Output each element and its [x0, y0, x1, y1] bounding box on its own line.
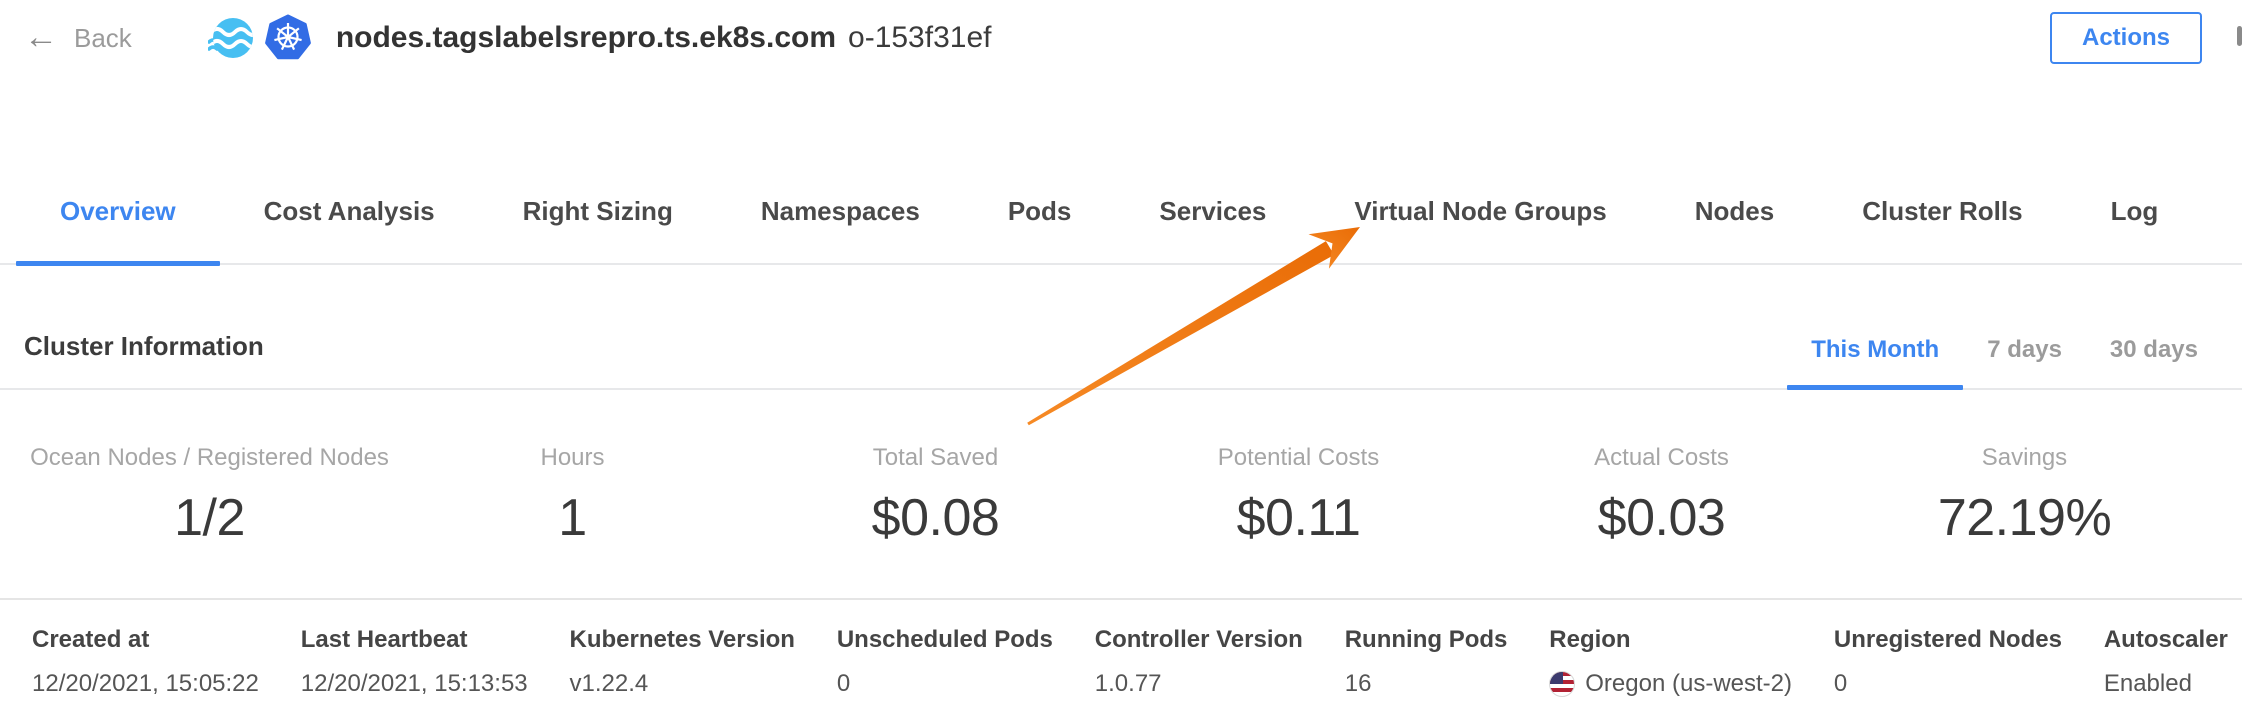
tab-overview[interactable]: Overview	[16, 176, 220, 266]
detail-last-heartbeat: Last Heartbeat 12/20/2021, 15:13:53	[301, 626, 528, 698]
detail-label: Unscheduled Pods	[836, 626, 1053, 653]
detail-value: 16	[1344, 670, 1372, 697]
detail-value: v1.22.4	[569, 670, 649, 697]
stat-value: $0.08	[871, 489, 1000, 547]
time-range-7-days[interactable]: 7 days	[1987, 336, 2062, 363]
stat-value: 1	[558, 489, 587, 547]
cluster-id: o-153f31ef	[848, 21, 992, 54]
detail-value: Enabled	[2103, 670, 2192, 697]
tab-pods[interactable]: Pods	[1007, 196, 1072, 226]
stat-potential-costs: Potential Costs $0.11	[1117, 444, 1480, 548]
stat-value: 72.19%	[1937, 489, 2112, 547]
stat-total-saved: Total Saved $0.08	[754, 444, 1117, 548]
actions-button[interactable]: Actions	[2049, 12, 2202, 64]
stat-savings: Savings 72.19%	[1843, 444, 2206, 548]
us-flag-icon	[1549, 671, 1576, 697]
stat-hours: Hours 1	[391, 444, 754, 548]
detail-label: Running Pods	[1344, 626, 1508, 653]
back-label: Back	[74, 22, 132, 53]
stat-label: Hours	[540, 444, 605, 471]
detail-label: Created at	[32, 626, 150, 653]
detail-kubernetes-version: Kubernetes Version v1.22.4	[570, 626, 795, 698]
stat-value: $0.11	[1236, 489, 1361, 547]
time-range-this-month[interactable]: This Month	[1787, 336, 1964, 390]
page-title: nodes.tagslabelsrepro.ts.ek8s.com o-153f3…	[336, 21, 992, 55]
cluster-name: nodes.tagslabelsrepro.ts.ek8s.com	[335, 21, 837, 54]
tab-cluster-rolls[interactable]: Cluster Rolls	[1862, 196, 2023, 226]
detail-label: Region	[1549, 626, 1631, 653]
cluster-details-row: Created at 12/20/2021, 15:05:22 Last Hea…	[0, 600, 2242, 698]
stat-value: $0.03	[1597, 489, 1726, 547]
detail-unregistered-nodes: Unregistered Nodes 0	[1834, 626, 2062, 698]
detail-created-at: Created at 12/20/2021, 15:05:22	[32, 626, 259, 698]
detail-controller-version: Controller Version 1.0.77	[1095, 626, 1303, 698]
stat-ocean-registered-nodes: Ocean Nodes / Registered Nodes 1/2	[28, 444, 391, 548]
stat-value: 1/2	[174, 489, 245, 547]
detail-value: 0	[836, 670, 851, 697]
ocean-waves-icon	[207, 15, 254, 61]
detail-value: 12/20/2021, 15:13:53	[300, 670, 528, 697]
tab-cost-analysis[interactable]: Cost Analysis	[263, 196, 435, 226]
detail-label: Autoscaler	[2103, 626, 2228, 653]
section-title: Cluster Information	[24, 331, 264, 361]
time-range-30-days[interactable]: 30 days	[2109, 336, 2198, 363]
tab-virtual-node-groups[interactable]: Virtual Node Groups	[1354, 196, 1607, 226]
cluster-stats-section: Ocean Nodes / Registered Nodes 1/2 Hours…	[0, 390, 2242, 600]
detail-value: 1.0.77	[1094, 670, 1162, 697]
detail-region: Region Oregon (us-west-2)	[1549, 626, 1792, 698]
stat-label: Potential Costs	[1217, 444, 1380, 471]
tab-right-sizing[interactable]: Right Sizing	[522, 196, 673, 226]
detail-label: Controller Version	[1094, 626, 1303, 653]
tab-nodes[interactable]: Nodes	[1694, 196, 1775, 226]
detail-value: 12/20/2021, 15:05:22	[32, 670, 259, 697]
detail-value: Oregon (us-west-2)	[1549, 670, 1792, 698]
scrollbar-thumb[interactable]	[2237, 26, 2242, 46]
time-range-tabs: This Month 7 days 30 days	[1787, 336, 2222, 390]
tab-services[interactable]: Services	[1159, 196, 1267, 226]
detail-autoscaler: Autoscaler Enabled	[2104, 626, 2228, 698]
stat-label: Total Saved	[872, 444, 999, 471]
cluster-title-group: nodes.tagslabelsrepro.ts.ek8s.com o-153f3…	[207, 14, 992, 62]
stat-label: Actual Costs	[1594, 444, 1729, 471]
stat-label: Savings	[1981, 444, 2068, 471]
left-arrow-icon: ←	[24, 17, 58, 56]
detail-label: Unregistered Nodes	[1833, 626, 2062, 653]
stats-row: Ocean Nodes / Registered Nodes 1/2 Hours…	[0, 390, 2242, 548]
detail-value: 0	[1833, 670, 1848, 697]
header-bar: ← Back	[0, 0, 2242, 76]
cluster-tab-bar: Overview Cost Analysis Right Sizing Name…	[0, 176, 2242, 266]
detail-label: Kubernetes Version	[569, 626, 795, 653]
stat-label: Ocean Nodes / Registered Nodes	[30, 444, 389, 471]
tab-log[interactable]: Log	[2110, 196, 2159, 226]
tab-namespaces[interactable]: Namespaces	[760, 196, 920, 226]
stat-actual-costs: Actual Costs $0.03	[1480, 444, 1843, 548]
detail-label: Last Heartbeat	[300, 626, 468, 653]
region-value: Oregon (us-west-2)	[1585, 670, 1792, 697]
kubernetes-helm-icon	[264, 14, 312, 62]
detail-unscheduled-pods: Unscheduled Pods 0	[837, 626, 1053, 698]
detail-running-pods: Running Pods 16	[1345, 626, 1508, 698]
cluster-information-header: Cluster Information This Month 7 days 30…	[0, 331, 2242, 390]
back-button[interactable]: ← Back	[24, 17, 132, 56]
